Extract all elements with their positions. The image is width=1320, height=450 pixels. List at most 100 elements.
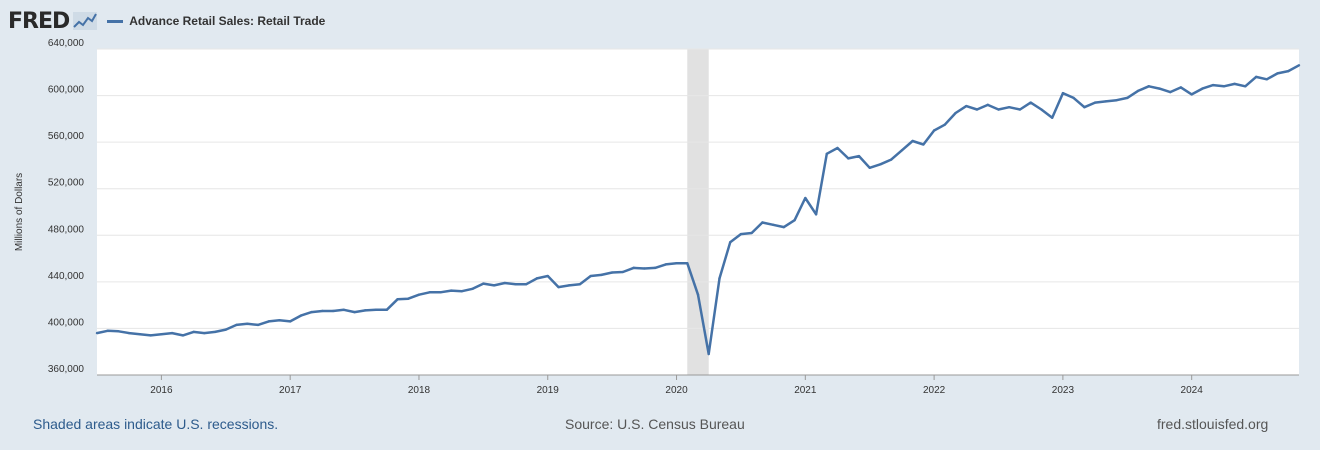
data-point [95, 331, 99, 335]
data-point [1287, 69, 1290, 73]
data-point [342, 308, 346, 311]
data-point [922, 143, 925, 146]
recession-shade [687, 49, 709, 375]
data-point [439, 291, 442, 294]
y-tick-label: 400,000 [48, 317, 85, 328]
data-point [911, 139, 914, 143]
data-point [127, 331, 131, 335]
data-point [761, 221, 764, 224]
data-point [986, 103, 989, 107]
data-point [1254, 75, 1258, 79]
data-point [621, 270, 625, 274]
data-point [1104, 100, 1108, 103]
data-point [417, 293, 421, 296]
data-point [1115, 99, 1118, 102]
data-point [192, 330, 195, 334]
y-tick-label: 440,000 [48, 271, 85, 282]
data-point [600, 273, 603, 277]
data-point [997, 108, 1000, 111]
x-tick-label: 2019 [537, 385, 560, 396]
data-point [707, 352, 710, 356]
data-point [739, 232, 743, 236]
data-point [1244, 85, 1247, 88]
data-point [407, 297, 410, 300]
data-point [653, 266, 657, 270]
data-point [482, 282, 485, 285]
data-point [181, 334, 185, 337]
data-point [299, 314, 303, 317]
data-point [374, 308, 378, 311]
data-point [954, 111, 957, 115]
data-point [686, 262, 689, 265]
data-point [310, 310, 313, 314]
data-point [675, 262, 678, 265]
data-point [1093, 101, 1097, 104]
data-point [825, 152, 828, 155]
data-point [1147, 85, 1150, 88]
y-axis-label: Millions of Dollars [14, 173, 25, 251]
data-point [814, 213, 818, 216]
site-link[interactable]: fred.stlouisfed.org [1157, 416, 1269, 432]
data-point [589, 274, 592, 278]
data-point [364, 309, 367, 312]
data-point [943, 123, 947, 126]
data-point [256, 323, 260, 327]
data-point [1029, 101, 1032, 104]
data-point [1083, 106, 1086, 109]
x-tick-label: 2023 [1052, 385, 1075, 396]
data-point [900, 149, 904, 152]
data-point [428, 291, 431, 294]
line-chart: 360,000 400,000 440,000 480,000 520,000 560,0… [14, 38, 1301, 396]
data-point [246, 322, 249, 325]
data-point [643, 267, 646, 270]
data-point [471, 287, 474, 291]
data-point [546, 274, 549, 278]
recession-note-link[interactable]: Shaded areas indicate U.S. recessions. [33, 416, 279, 432]
data-point [267, 320, 270, 323]
data-point [331, 309, 335, 313]
data-point [1201, 87, 1204, 90]
y-tick-label: 600,000 [48, 85, 85, 96]
data-point [782, 225, 786, 229]
data-point [1179, 86, 1183, 89]
x-tick-label: 2016 [150, 385, 173, 396]
data-point [514, 282, 517, 286]
data-point [288, 320, 292, 323]
fred-logo[interactable]: FRED [8, 8, 70, 34]
data-point [149, 334, 152, 337]
data-point [460, 289, 464, 293]
data-point [1190, 93, 1193, 96]
data-point [106, 329, 109, 332]
data-point [750, 231, 753, 235]
data-point [857, 154, 861, 158]
data-point [278, 319, 281, 322]
data-point [138, 333, 142, 336]
legend-series-label[interactable]: Advance Retail Sales: Retail Trade [129, 14, 326, 28]
data-point [932, 129, 936, 132]
x-tick-label: 2020 [665, 385, 688, 396]
data-point [1265, 78, 1269, 81]
data-point [664, 263, 668, 266]
data-point [449, 289, 453, 292]
data-point [1126, 96, 1129, 100]
data-point [728, 241, 732, 244]
x-tick-label: 2022 [923, 385, 946, 396]
legend-swatch [107, 19, 124, 23]
data-point [503, 281, 507, 285]
data-point [1233, 82, 1236, 86]
data-point [804, 196, 807, 200]
legend: Advance Retail Sales: Retail Trade [107, 14, 325, 28]
data-point [1211, 83, 1215, 87]
data-point [1040, 108, 1043, 111]
data-point [836, 146, 839, 150]
data-point [1222, 85, 1226, 88]
data-point [1276, 72, 1279, 75]
data-point [632, 266, 635, 270]
y-tick-label: 480,000 [48, 224, 85, 235]
data-point [718, 277, 721, 280]
y-tick-label: 360,000 [48, 364, 85, 375]
y-tick-label: 560,000 [48, 131, 85, 142]
data-point [568, 284, 571, 287]
data-point [117, 330, 120, 333]
data-point [1136, 89, 1140, 93]
